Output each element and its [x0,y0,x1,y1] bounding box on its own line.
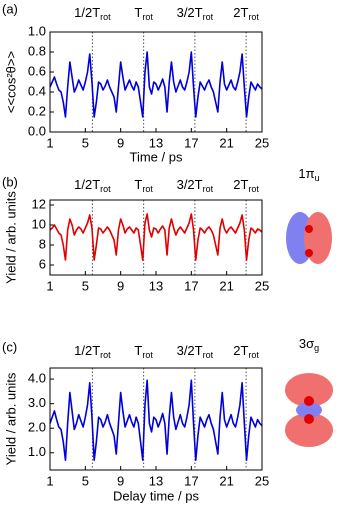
y-tick-label: 0.0 [28,123,46,138]
y-tick-label: 12 [32,196,46,211]
x-tick-label: 13 [149,473,163,488]
annotation-text: 2T [233,343,248,358]
x-tick-label: 21 [219,473,233,488]
y-tick-label: 2.0 [28,420,46,435]
panel-label: (b) [2,174,18,189]
annotation-text: 2T [233,177,248,192]
annotation-text: 1/2T [74,177,100,192]
inset-text: 3σ [299,336,314,351]
annotation-sub: rot [100,184,111,194]
y-axis-label: Yield / arb. units [3,372,18,465]
annotation: 2Trot [233,5,259,22]
x-tick-label: 1 [46,278,53,293]
x-tick-label: 1 [46,135,53,150]
x-tick-label: 21 [219,135,233,150]
inset-label: 3σg [299,336,319,353]
y-tick-label: 0.8 [28,43,46,58]
x-axis-label: Time / ps [130,149,183,164]
annotation: Trot [134,177,153,194]
panel-label: (c) [2,339,17,354]
annotation-sub: rot [142,350,153,360]
annotation-sub: rot [203,350,214,360]
x-tick-label: 25 [255,278,269,293]
y-tick-label: 0.6 [28,63,46,78]
annotation-sub: rot [142,12,153,22]
annotation-text: T [134,343,142,358]
annotation-sub: rot [248,350,259,360]
annotation-sub: rot [203,184,214,194]
inset-label: 1πu [298,166,319,183]
plot-frame [49,367,263,471]
y-tick-label: 1.0 [28,444,46,459]
annotation: 1/2Trot [74,5,111,22]
y-tick-label: 1.0 [28,23,46,38]
annotation-text: 2T [233,5,248,20]
annotation-sub: rot [248,12,259,22]
annotation: 3/2Trot [177,177,214,194]
data-line [49,51,263,118]
y-axis-label: Yield / arb. units [3,191,18,284]
y-tick-label: 3.0 [28,395,46,410]
inset-text: 1π [298,166,314,181]
inset-sub: g [314,343,319,353]
plot-frame [49,31,263,133]
x-tick-label: 5 [82,135,89,150]
x-axis-label: Delay time / ps [113,488,199,503]
x-tick-label: 5 [82,473,89,488]
y-tick-label: 10 [32,216,46,231]
plot-frame [49,199,263,276]
x-tick-label: 13 [149,278,163,293]
annotation: 3/2Trot [177,5,214,22]
y-tick-label: 0.4 [28,83,46,98]
annotation-sub: rot [248,184,259,194]
annotation: Trot [134,5,153,22]
annotation-text: 3/2T [177,343,203,358]
x-tick-label: 25 [255,473,269,488]
annotation-text: T [134,177,142,192]
annotation: Trot [134,343,153,360]
x-tick-label: 17 [184,135,198,150]
annotation-text: 3/2T [177,5,203,20]
annotation-text: T [134,5,142,20]
annotation: 1/2Trot [74,177,111,194]
x-tick-label: 9 [117,278,124,293]
y-tick-label: 6 [39,256,46,271]
y-tick-label: 4.0 [28,370,46,385]
inset-sub: u [315,173,320,183]
data-line [49,213,263,261]
annotation-text: 1/2T [74,5,100,20]
x-tick-label: 5 [82,278,89,293]
x-tick-label: 13 [149,135,163,150]
data-line [49,379,263,461]
annotation: 2Trot [233,177,259,194]
annotation-sub: rot [100,12,111,22]
panel-label: (a) [2,1,18,16]
annotation-sub: rot [203,12,214,22]
annotation-sub: rot [142,184,153,194]
x-tick-label: 25 [255,135,269,150]
x-tick-label: 9 [117,473,124,488]
x-tick-label: 17 [184,473,198,488]
y-tick-label: 8 [39,236,46,251]
annotation-text: 1/2T [74,343,100,358]
x-tick-label: 1 [46,473,53,488]
annotation-sub: rot [100,350,111,360]
annotation: 1/2Trot [74,343,111,360]
x-tick-label: 17 [184,278,198,293]
orbital-pi [286,212,332,264]
orbital-sigma [285,373,333,447]
y-axis-label: <<cos²θ>> [3,51,18,113]
x-tick-label: 21 [219,278,233,293]
y-tick-label: 0.2 [28,103,46,118]
annotation-text: 3/2T [177,177,203,192]
annotation: 2Trot [233,343,259,360]
x-tick-label: 9 [117,135,124,150]
annotation: 3/2Trot [177,343,214,360]
